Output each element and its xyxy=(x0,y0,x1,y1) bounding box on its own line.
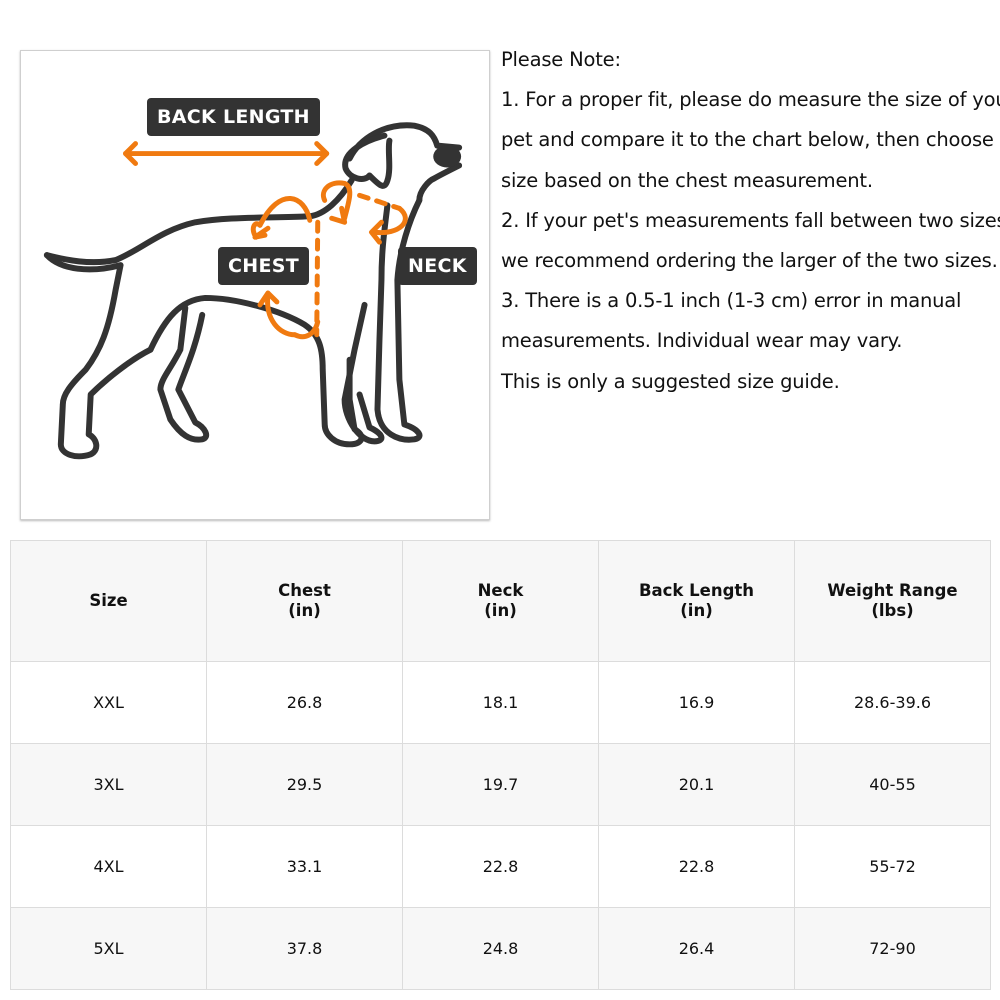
cell-size: 5XL xyxy=(10,907,207,990)
note-line: pet and compare it to the chart below, t… xyxy=(501,128,1000,152)
table-row: 3XL 29.5 19.7 20.1 40-55 xyxy=(10,743,991,826)
neck-label: NECK xyxy=(398,247,477,285)
cell-back-length: 26.4 xyxy=(598,907,795,990)
cell-chest: 33.1 xyxy=(206,825,403,908)
note-line: size based on the chest measurement. xyxy=(501,168,873,192)
cell-back-length: 16.9 xyxy=(598,661,795,744)
cell-neck: 22.8 xyxy=(402,825,599,908)
table-row: XXL 26.8 18.1 16.9 28.6-39.6 xyxy=(10,661,991,744)
size-chart-table: Size Chest (in) Neck (in) Back Length (in) … xyxy=(10,540,991,990)
header-back-length: Back Length (in) xyxy=(598,540,795,662)
dog-measurement-diagram: BACK LENGTH CHEST NECK xyxy=(20,50,490,520)
cell-back-length: 22.8 xyxy=(598,825,795,908)
cell-chest: 37.8 xyxy=(206,907,403,990)
cell-size: 3XL xyxy=(10,743,207,826)
cell-back-length: 20.1 xyxy=(598,743,795,826)
cell-weight: 72-90 xyxy=(794,907,991,990)
note-line: we recommend ordering the larger of the … xyxy=(501,249,998,273)
header-weight-range: Weight Range (lbs) xyxy=(794,540,991,662)
cell-neck: 19.7 xyxy=(402,743,599,826)
chest-label: CHEST xyxy=(218,247,309,285)
header-size: Size xyxy=(10,540,207,662)
note-line: 3. There is a 0.5-1 inch (1-3 cm) error … xyxy=(501,289,962,313)
cell-weight: 55-72 xyxy=(794,825,991,908)
cell-neck: 18.1 xyxy=(402,661,599,744)
header-neck: Neck (in) xyxy=(402,540,599,662)
notes-heading: Please Note: xyxy=(501,48,621,71)
cell-weight: 40-55 xyxy=(794,743,991,826)
table-header-row: Size Chest (in) Neck (in) Back Length (in) … xyxy=(10,540,991,662)
dog-outline-illustration xyxy=(43,122,463,460)
note-line: measurements. Individual wear may vary. xyxy=(501,329,903,353)
cell-size: 4XL xyxy=(10,825,207,908)
cell-chest: 26.8 xyxy=(206,661,403,744)
note-line: 1. For a proper fit, please do measure t… xyxy=(501,88,1000,112)
note-line: 2. If your pet's measurements fall betwe… xyxy=(501,208,1000,232)
size-notes: Please Note: 1. For a proper fit, please… xyxy=(501,40,1000,402)
back-length-label: BACK LENGTH xyxy=(147,98,320,136)
note-line: This is only a suggested size guide. xyxy=(501,369,840,393)
table-row: 4XL 33.1 22.8 22.8 55-72 xyxy=(10,825,991,908)
table-row: 5XL 37.8 24.8 26.4 72-90 xyxy=(10,907,991,990)
cell-chest: 29.5 xyxy=(206,743,403,826)
cell-size: XXL xyxy=(10,661,207,744)
cell-weight: 28.6-39.6 xyxy=(794,661,991,744)
header-chest: Chest (in) xyxy=(206,540,403,662)
cell-neck: 24.8 xyxy=(402,907,599,990)
